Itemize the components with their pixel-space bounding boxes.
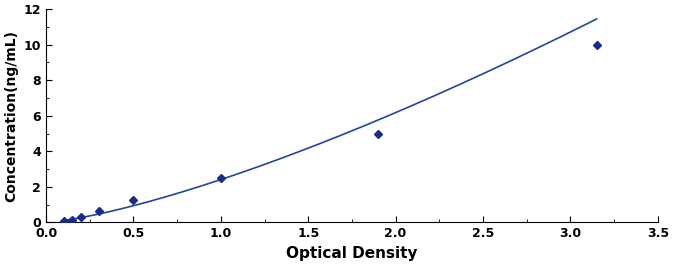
X-axis label: Optical Density: Optical Density [286, 246, 418, 261]
Y-axis label: Concentration(ng/mL): Concentration(ng/mL) [4, 30, 18, 202]
